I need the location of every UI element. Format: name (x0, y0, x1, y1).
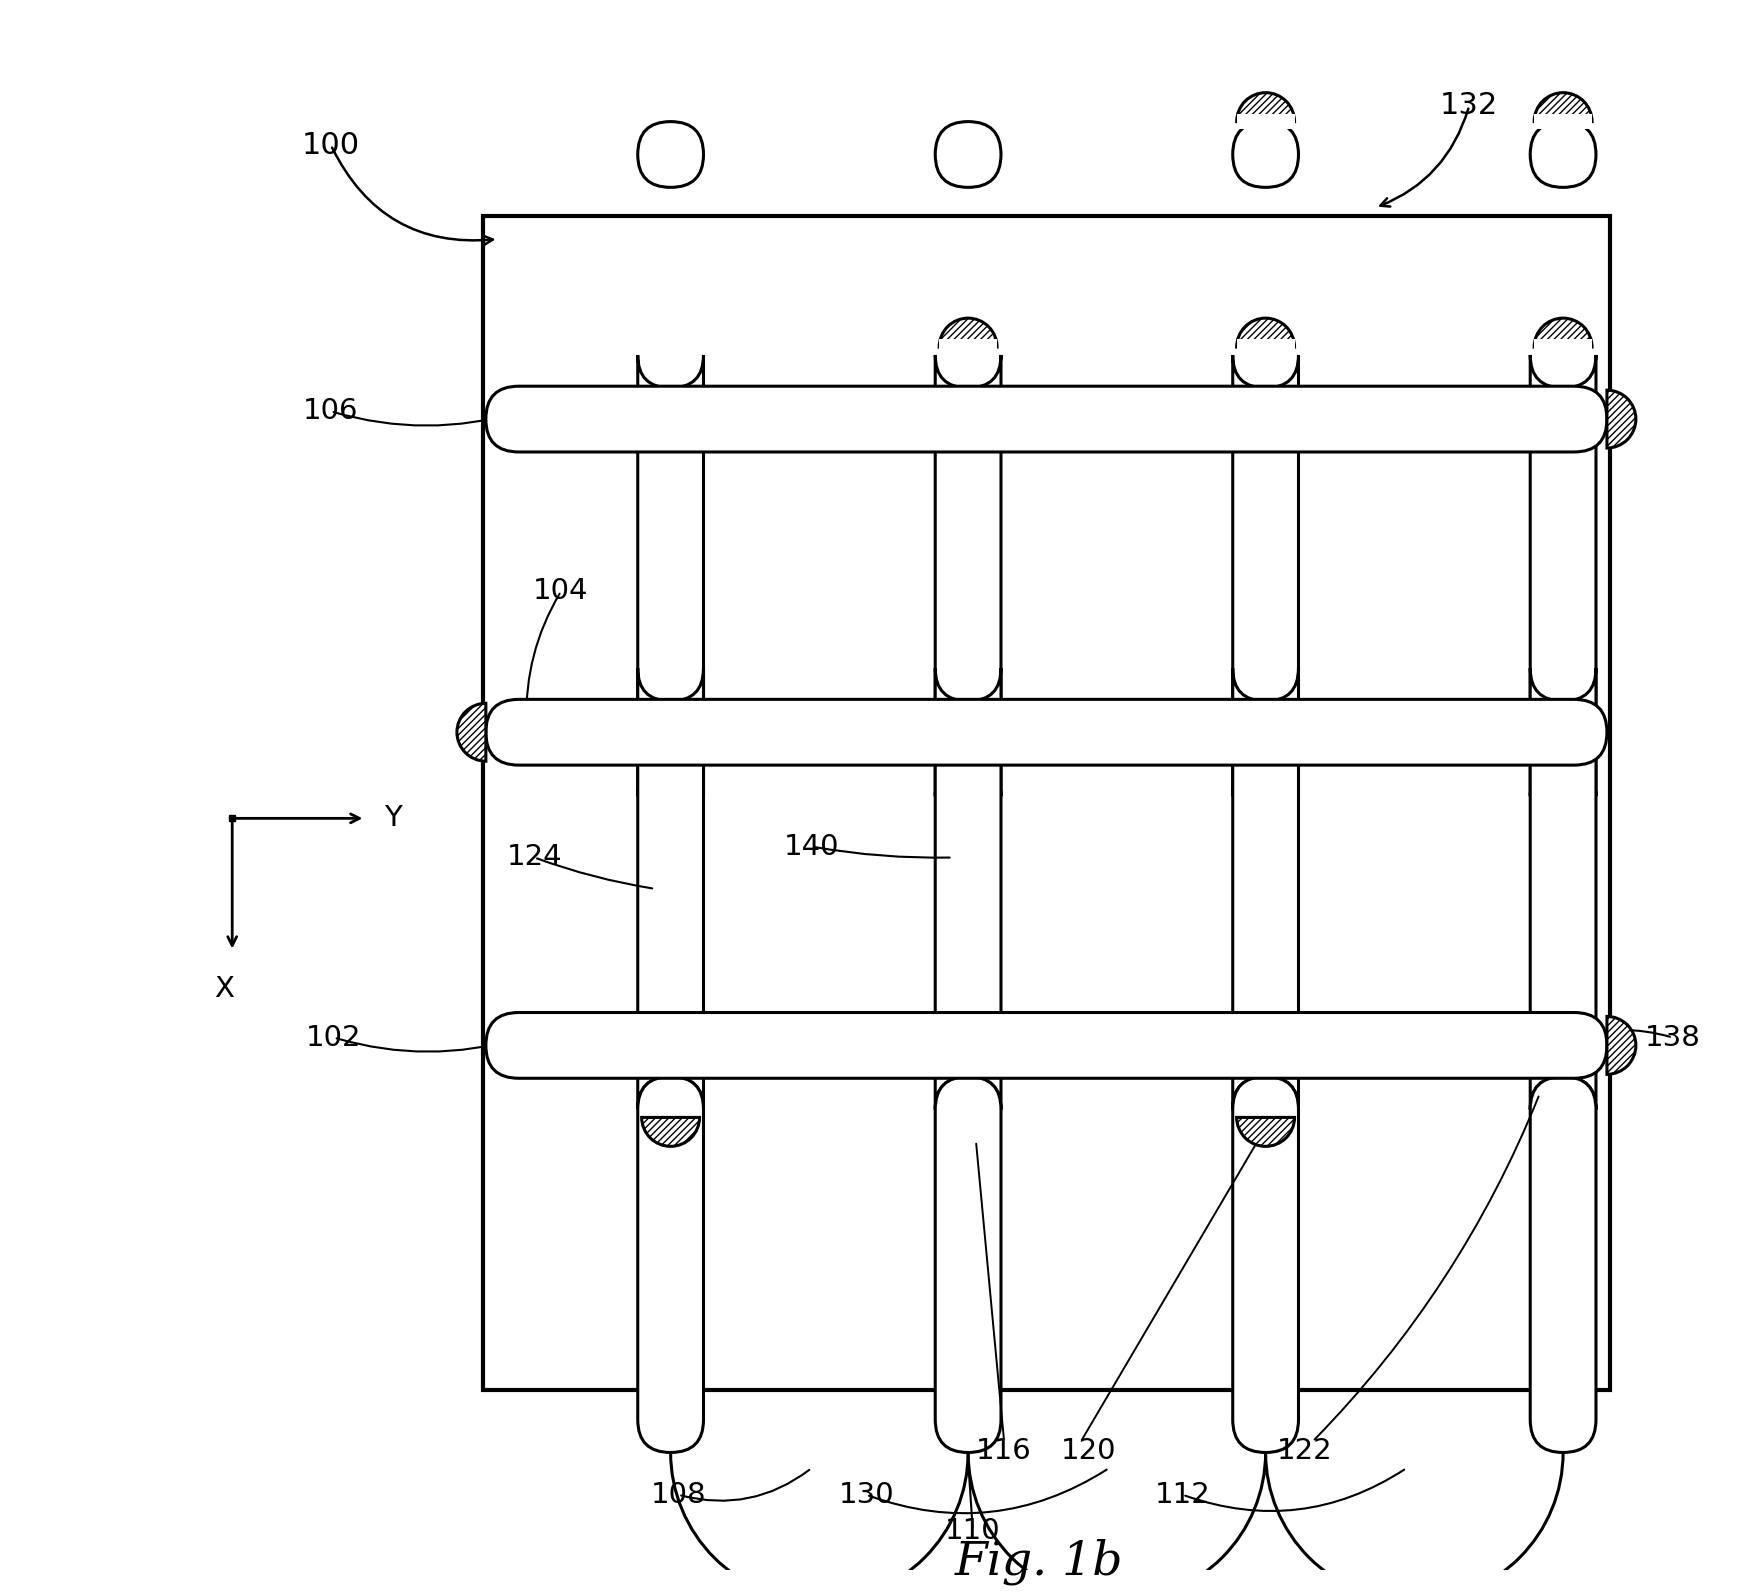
Text: 120: 120 (1060, 1436, 1117, 1465)
Wedge shape (1237, 1117, 1295, 1146)
Text: 108: 108 (651, 1481, 706, 1508)
Wedge shape (1607, 1017, 1635, 1074)
FancyBboxPatch shape (639, 121, 704, 187)
Wedge shape (1237, 93, 1295, 121)
Text: 140: 140 (783, 833, 840, 860)
FancyBboxPatch shape (1529, 1077, 1596, 1452)
Bar (483, 215, 1611, 1390)
FancyBboxPatch shape (1233, 669, 1298, 1109)
Text: 138: 138 (1644, 1023, 1700, 1052)
Text: 132: 132 (1439, 91, 1498, 120)
FancyBboxPatch shape (1233, 1077, 1298, 1452)
FancyBboxPatch shape (1529, 354, 1596, 796)
FancyBboxPatch shape (485, 1012, 1607, 1079)
Text: 124: 124 (506, 844, 563, 871)
FancyBboxPatch shape (1233, 354, 1298, 796)
Text: 112: 112 (1155, 1481, 1210, 1508)
Bar (938, 340, 997, 354)
Text: Fig. 1b: Fig. 1b (954, 1539, 1124, 1585)
FancyBboxPatch shape (1529, 669, 1596, 1109)
Wedge shape (938, 318, 997, 346)
FancyBboxPatch shape (1233, 121, 1298, 187)
FancyBboxPatch shape (639, 669, 704, 1109)
FancyBboxPatch shape (935, 669, 1000, 1109)
FancyBboxPatch shape (935, 1077, 1000, 1452)
Bar (1535, 113, 1593, 129)
Text: 122: 122 (1277, 1436, 1332, 1465)
FancyBboxPatch shape (935, 121, 1000, 187)
Text: 116: 116 (975, 1436, 1032, 1465)
Wedge shape (457, 704, 485, 761)
Text: Y: Y (385, 804, 402, 833)
Text: 110: 110 (946, 1516, 1000, 1545)
Bar (1237, 113, 1295, 129)
Text: 102: 102 (307, 1023, 362, 1052)
FancyBboxPatch shape (485, 386, 1607, 452)
Wedge shape (1237, 318, 1295, 346)
Wedge shape (642, 1117, 700, 1146)
Wedge shape (1535, 318, 1593, 346)
FancyBboxPatch shape (639, 1077, 704, 1452)
Text: 104: 104 (533, 578, 589, 605)
Text: 130: 130 (838, 1481, 894, 1508)
Text: X: X (215, 975, 235, 1002)
FancyBboxPatch shape (935, 354, 1000, 796)
FancyBboxPatch shape (485, 699, 1607, 764)
FancyBboxPatch shape (1529, 121, 1596, 187)
Text: 100: 100 (302, 131, 360, 160)
FancyBboxPatch shape (639, 354, 704, 796)
Text: 106: 106 (303, 397, 358, 425)
Bar (1237, 340, 1295, 354)
Bar (1535, 340, 1593, 354)
Wedge shape (1607, 389, 1635, 448)
Wedge shape (1535, 93, 1593, 121)
